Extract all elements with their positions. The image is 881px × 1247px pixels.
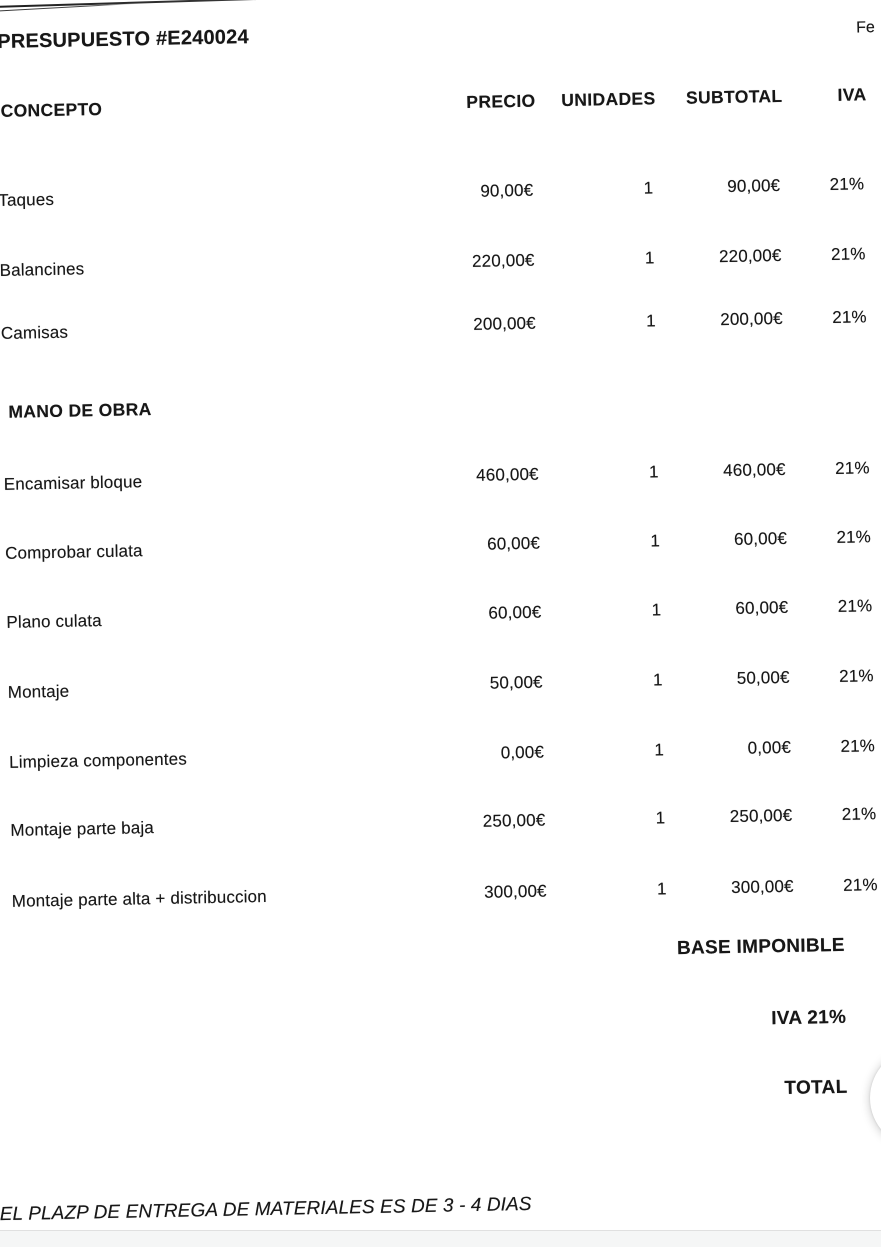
cell-concept: Camisas	[0, 322, 69, 343]
floating-action-button[interactable]	[870, 1048, 881, 1148]
cell-iva: 21%	[842, 875, 878, 895]
summary-total: TOTAL	[784, 1076, 848, 1100]
cell-units: 1	[655, 808, 666, 828]
table-row: Comprobar culata 60,00€ 1 60,00€ 21%	[5, 527, 871, 564]
table-row: Plano culata 60,00€ 1 60,00€ 21%	[6, 596, 872, 633]
delivery-note: EL PLAZP DE ENTREGA DE MATERIALES ES DE …	[0, 1193, 532, 1226]
cell-price: 0,00€	[500, 742, 545, 763]
cell-price: 460,00€	[475, 464, 539, 485]
cell-units: 1	[651, 600, 662, 620]
cell-subtotal: 300,00€	[730, 876, 794, 898]
cell-units: 1	[644, 248, 655, 268]
table-row: Balancines 220,00€ 1 220,00€ 21%	[0, 244, 866, 281]
cell-concept: Montaje parte alta + distribuccion	[11, 886, 267, 911]
cell-price: 200,00€	[473, 313, 536, 334]
cell-concept: Limpieza componentes	[8, 749, 188, 772]
cell-units: 1	[652, 670, 663, 690]
cell-concept: Balancines	[0, 259, 85, 280]
column-header-concept: CONCEPTO	[0, 98, 103, 121]
cell-concept: Montaje	[7, 681, 70, 702]
cell-subtotal: 250,00€	[729, 805, 793, 827]
cell-price: 250,00€	[482, 810, 546, 831]
table-row: Taques 90,00€ 1 90,00€ 21%	[0, 174, 864, 211]
cell-iva: 21%	[841, 804, 877, 824]
date-label-partial: Fe	[856, 19, 876, 37]
viewer-bottom-band	[0, 1230, 881, 1247]
cell-iva: 21%	[832, 307, 867, 327]
cell-iva: 21%	[836, 527, 872, 547]
table-row: Camisas 200,00€ 1 200,00€ 21%	[1, 307, 867, 344]
cell-units: 1	[645, 311, 656, 331]
cell-price: 60,00€	[486, 533, 541, 554]
section-header-mano-de-obra: MANO DE OBRA	[8, 399, 152, 422]
cell-subtotal: 60,00€	[733, 528, 788, 549]
cell-iva: 21%	[837, 596, 873, 616]
table-header-row: CONCEPTO PRECIO UNIDADES SUBTOTAL IVA	[0, 84, 866, 122]
cell-iva: 21%	[840, 736, 876, 756]
cell-iva: 21%	[829, 174, 865, 194]
column-header-subtotal: SUBTOTAL	[685, 85, 783, 108]
cell-subtotal: 50,00€	[736, 667, 790, 688]
table-row: Montaje 50,00€ 1 50,00€ 21%	[8, 666, 874, 703]
cell-concept: Encamisar bloque	[3, 472, 143, 494]
column-header-units: UNIDADES	[561, 88, 656, 111]
table-row: Montaje parte alta + distribuccion 300,0…	[12, 875, 878, 912]
cell-price: 300,00€	[484, 881, 547, 902]
cell-units: 1	[650, 531, 661, 551]
cell-subtotal: 90,00€	[727, 175, 781, 196]
cell-units: 1	[648, 462, 659, 482]
cell-subtotal: 60,00€	[735, 597, 789, 618]
cell-price: 90,00€	[480, 180, 534, 201]
cell-price: 50,00€	[489, 672, 543, 693]
page-title: PRESUPUESTO #E240024	[0, 26, 249, 53]
cell-iva: 21%	[834, 458, 870, 478]
cell-subtotal: 0,00€	[747, 737, 792, 758]
cell-subtotal: 460,00€	[722, 459, 786, 481]
summary-iva: IVA 21%	[771, 1006, 847, 1030]
column-header-price: PRECIO	[466, 90, 536, 112]
cell-concept: Taques	[0, 189, 55, 210]
cell-units: 1	[643, 178, 654, 198]
cell-price: 60,00€	[488, 602, 542, 623]
summary-base-imponible: BASE IMPONIBLE	[676, 934, 845, 960]
cell-iva: 21%	[838, 666, 874, 686]
table-row: Montaje parte baja 250,00€ 1 250,00€ 21%	[10, 804, 876, 841]
table-row: Limpieza componentes 0,00€ 1 0,00€ 21%	[9, 736, 875, 773]
cell-price: 220,00€	[471, 250, 535, 271]
cell-iva: 21%	[830, 244, 866, 264]
cell-units: 1	[656, 879, 667, 899]
cell-subtotal: 200,00€	[720, 308, 783, 330]
table-row: Encamisar bloque 460,00€ 1 460,00€ 21%	[4, 458, 870, 495]
cell-concept: Montaje parte baja	[10, 818, 155, 840]
cell-subtotal: 220,00€	[718, 245, 782, 267]
cell-units: 1	[654, 740, 665, 760]
cell-concept: Comprobar culata	[4, 541, 143, 563]
cell-concept: Plano culata	[6, 611, 102, 632]
column-header-iva: IVA	[837, 84, 867, 105]
